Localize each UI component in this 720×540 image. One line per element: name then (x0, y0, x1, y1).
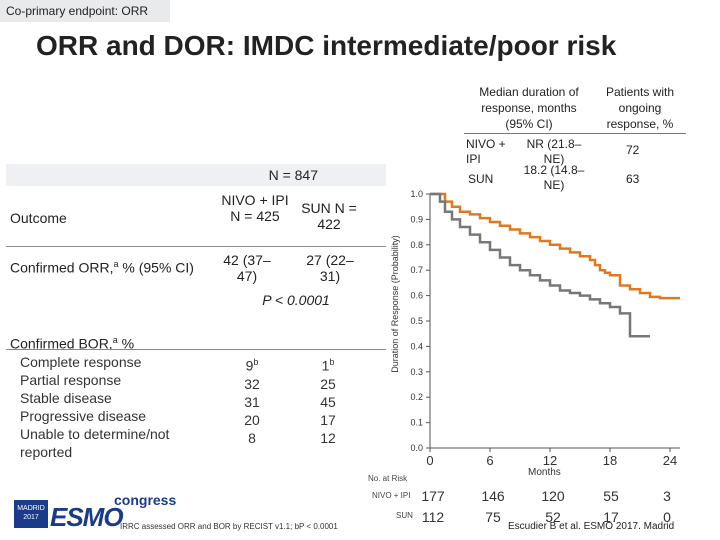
bor-nivo-value: 31 (244, 393, 260, 410)
logo-brand: ESMO (50, 502, 124, 532)
bor-sun-sup: b (329, 357, 335, 367)
risk-nivo-value: 146 (481, 488, 505, 504)
dor-row-nivo-median: NR (21.8–NE) (526, 137, 582, 166)
sun-curve (430, 192, 650, 338)
risk-sun-value: 52 (545, 509, 561, 525)
bor-labels: Complete response Partial response Stabl… (20, 353, 210, 461)
dor-row-sun-median: 18.2 (14.8–NE) (523, 163, 585, 192)
page-title: ORR and DOR: IMDC intermediate/poor risk (36, 30, 617, 61)
x-tick-label: 18 (603, 453, 617, 468)
dor-row-sun-arm: SUN (468, 172, 494, 186)
outcome-header: Outcome (10, 210, 67, 226)
y-tick-label: 0.9 (410, 214, 423, 224)
orr-label-text: Confirmed ORR, (10, 259, 114, 276)
bor-label-tail: % (117, 335, 135, 352)
risk-nivo-value: 3 (663, 488, 671, 504)
risk-sun-value: 17 (603, 509, 619, 525)
logo-word: congress (114, 492, 177, 508)
sun-column-header: SUN N = 422 (301, 200, 357, 232)
bor-nivo-values: 9b 32 31 20 8 (222, 353, 282, 447)
bor-label-sup: a (112, 335, 118, 345)
bor-divider (6, 349, 386, 350)
nivo-column-header: NIVO + IPI N = 425 (221, 192, 289, 224)
bor-sun-value: 45 (320, 393, 336, 410)
bor-sun-value: 17 (320, 411, 336, 428)
y-tick-label: 0.8 (410, 240, 423, 250)
bor-label: Complete response (20, 354, 142, 370)
header-tag: Co-primary endpoint: ORR (0, 0, 170, 22)
bor-nivo-value: 9 (245, 357, 254, 374)
dor-header-divider (464, 133, 686, 134)
y-tick-label: 0.7 (410, 265, 423, 275)
risk-arm-sun: SUN (396, 511, 413, 520)
bor-header: Confirmed BOR,a % (10, 335, 134, 352)
y-tick-label: 0.3 (410, 367, 423, 377)
bor-label: Unable to determine/not reported (20, 426, 170, 460)
y-tick-label: 0.5 (410, 316, 423, 326)
bor-nivo-value: 32 (244, 375, 260, 392)
risk-sun-value: 0 (663, 509, 671, 525)
risk-nivo-value: 120 (541, 488, 565, 504)
orr-sun-value: 27 (22–31) (306, 252, 354, 284)
orr-row-label: Confirmed ORR,a % (95% CI) (10, 259, 194, 276)
dor-row-sun-ongoing: 63 (626, 172, 640, 186)
bor-nivo-sup: b (253, 357, 259, 367)
x-tick-label: 12 (543, 453, 557, 468)
dor-ongoing-header: Patients with ongoing response, % (605, 85, 675, 131)
y-tick-label: 0.2 (410, 392, 423, 402)
orr-divider (6, 246, 386, 247)
p-value: P < 0.0001 (262, 292, 330, 308)
risk-sun-value: 75 (485, 509, 501, 525)
dor-km-chart: Duration of Response (Probability) 0.0 0.… (390, 189, 680, 468)
y-tick-label: 1.0 (410, 189, 423, 199)
bor-label-text: Confirmed BOR, (10, 335, 113, 352)
bor-label: Progressive disease (20, 408, 147, 424)
orr-nivo-value: 42 (37–47) (223, 252, 271, 284)
risk-sun-value: 112 (421, 509, 445, 525)
y-tick-label: 0.1 (410, 418, 423, 428)
n-total-banner: N = 847 (6, 164, 386, 186)
nivo-ipi-curve (430, 192, 680, 300)
logo-city: MADRID 2017 (14, 500, 48, 528)
bor-nivo-value: 8 (248, 429, 256, 446)
x-tick-label: 0 (426, 453, 433, 468)
bor-sun-value: 12 (320, 429, 336, 446)
bor-nivo-value: 20 (244, 411, 260, 428)
y-tick-label: 0.0 (410, 443, 423, 453)
x-tick-label: 6 (486, 453, 493, 468)
bor-sun-value: 1 (321, 357, 330, 374)
congress-logo: MADRID 2017 ESMO congress (14, 492, 176, 532)
risk-nivo-value: 177 (421, 488, 445, 504)
dor-row-nivo-ongoing: 72 (626, 143, 640, 157)
orr-label-sup: a (113, 259, 119, 269)
risk-header: No. at Risk (368, 474, 408, 483)
y-tick-label: 0.6 (410, 291, 423, 301)
risk-nivo-value: 55 (603, 488, 619, 504)
y-tick-label: 0.4 (410, 341, 423, 351)
x-axis-label: Months (528, 467, 561, 478)
bor-label: Stable disease (20, 390, 112, 406)
dor-median-header: Median duration of response, months (95%… (479, 85, 579, 131)
orr-label-tail: % (95% CI) (118, 259, 194, 276)
bor-sun-value: 25 (320, 375, 336, 392)
bor-sun-values: 1b 25 45 17 12 (298, 353, 358, 447)
risk-arm-nivo: NIVO + IPI (372, 491, 411, 500)
footnote: IRRC assessed ORR and BOR by RECIST v1.1… (120, 522, 338, 531)
bor-label: Partial response (20, 372, 122, 388)
dor-row-nivo-arm: NIVO + IPI (466, 137, 506, 166)
x-tick-label: 24 (663, 453, 677, 468)
citation: Escudier B et al. ESMO 2017. Madrid (508, 521, 675, 532)
y-axis-label: Duration of Response (Probability) (390, 235, 400, 373)
